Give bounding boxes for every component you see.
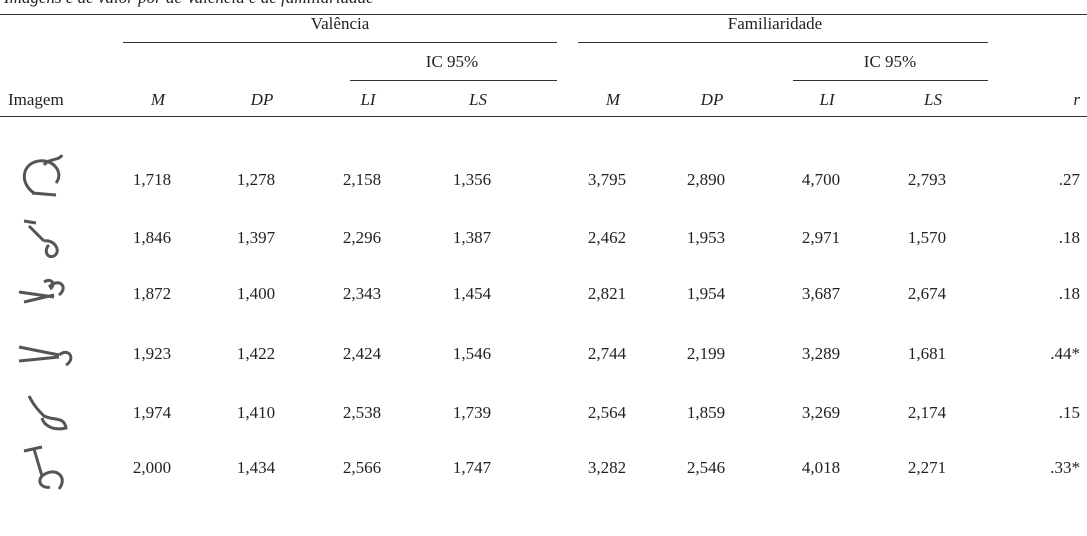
cell: 1,923 [132, 344, 172, 363]
cell: .27 [1058, 170, 1080, 189]
cell: 2,674 [907, 284, 947, 303]
header-rule [0, 116, 1087, 117]
instrument-image [23, 154, 64, 197]
cell: .44* [1050, 344, 1080, 363]
cell: 2,564 [587, 403, 627, 422]
ci-rule [350, 80, 557, 81]
column-header: r [1073, 90, 1080, 109]
image-stroke [18, 278, 65, 304]
cell: 3,289 [801, 344, 841, 363]
cell: .18 [1058, 228, 1080, 247]
instrument-image [18, 345, 73, 367]
cell: 1,546 [452, 344, 492, 363]
ci-rule [793, 80, 988, 81]
cell: 2,158 [342, 170, 382, 189]
cell: 1,974 [132, 403, 172, 422]
column-header: LI [360, 90, 376, 109]
cell: 2,546 [686, 458, 726, 477]
image-stroke [23, 445, 64, 490]
cell: 3,687 [801, 284, 841, 303]
cell: 1,872 [132, 284, 172, 303]
caption: Imagens e de valor por de Valência e de … [4, 0, 374, 8]
cell: 2,566 [342, 458, 382, 477]
cell: 1,681 [907, 344, 947, 363]
ci-header: IC 95% [425, 52, 479, 71]
column-header: LS [469, 90, 487, 109]
cell: 3,282 [587, 458, 627, 477]
cell: 1,434 [236, 458, 276, 477]
column-header: DP [700, 90, 724, 109]
cell: 1,454 [452, 284, 492, 303]
column-header: LS [924, 90, 942, 109]
cell: 1,397 [236, 228, 276, 247]
group-rule [578, 42, 988, 43]
image-stroke [23, 154, 64, 197]
cell: 1,846 [132, 228, 172, 247]
cell: 4,700 [801, 170, 841, 189]
cell: 2,538 [342, 403, 382, 422]
cell: 1,410 [236, 403, 276, 422]
cell: 3,795 [587, 170, 627, 189]
cell: .18 [1058, 284, 1080, 303]
cell: 1,278 [236, 170, 276, 189]
cell: 2,744 [587, 344, 627, 363]
cell: 2,000 [132, 458, 172, 477]
column-header: Imagem [8, 90, 64, 109]
cell: 2,271 [907, 458, 947, 477]
column-header: LI [819, 90, 835, 109]
column-header: DP [250, 90, 274, 109]
cell: 1,739 [452, 403, 492, 422]
top-rule [0, 14, 1087, 15]
cell: .33* [1050, 458, 1080, 477]
cell: 2,174 [907, 403, 947, 422]
image-stroke [27, 395, 68, 431]
cell: 1,387 [452, 228, 492, 247]
instrument-image [18, 278, 65, 304]
instrument-image [27, 395, 68, 431]
ci-header: IC 95% [863, 52, 917, 71]
cell: 2,462 [587, 228, 627, 247]
cell: 2,296 [342, 228, 382, 247]
cell: 2,793 [907, 170, 947, 189]
column-header: M [150, 90, 166, 109]
group-header: Valência [310, 14, 370, 33]
cell: 2,343 [342, 284, 382, 303]
cell: 2,821 [587, 284, 627, 303]
group-rule [123, 42, 557, 43]
cell: 1,400 [236, 284, 276, 303]
cell: 1,718 [132, 170, 172, 189]
cell: 2,971 [801, 228, 841, 247]
cell: 1,859 [686, 403, 726, 422]
cell: 2,890 [686, 170, 726, 189]
cell: 2,199 [686, 344, 726, 363]
cell: 1,356 [452, 170, 492, 189]
instrument-image [23, 219, 59, 259]
group-header: Familiaridade [727, 14, 823, 33]
cell: 3,269 [801, 403, 841, 422]
cell: 1,747 [452, 458, 492, 477]
cell: 1,953 [686, 228, 726, 247]
cell: 1,570 [907, 228, 947, 247]
cell: 1,954 [686, 284, 726, 303]
cell: 2,424 [342, 344, 382, 363]
cell: 4,018 [801, 458, 841, 477]
cell: 1,422 [236, 344, 276, 363]
instrument-image [23, 445, 64, 490]
column-header: M [605, 90, 621, 109]
cell: .15 [1058, 403, 1080, 422]
image-stroke [23, 219, 59, 259]
image-stroke [18, 345, 73, 367]
